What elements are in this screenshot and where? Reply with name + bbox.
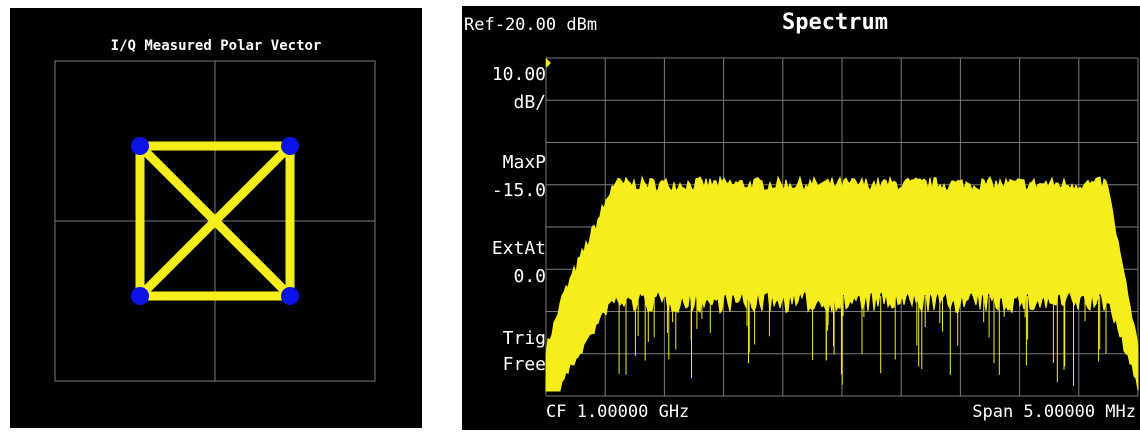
detector-label: MaxP — [502, 152, 546, 173]
detector-value: -15.0 — [491, 180, 546, 201]
scale-unit: dB/ — [513, 92, 546, 113]
spectrum-panel: Ref-20.00 dBm Spectrum 10.00 dB/ MaxP -1… — [462, 6, 1140, 430]
trig-value: Free — [502, 354, 546, 375]
polar-point-group — [131, 137, 299, 305]
constellation-point — [281, 137, 299, 155]
span-label: Span 5.00000 MHz — [972, 402, 1136, 422]
polar-trace-group — [135, 141, 295, 301]
spectrum-title: Spectrum — [782, 10, 888, 35]
ext-att-value: 0.0 — [513, 266, 546, 287]
constellation-point — [131, 137, 149, 155]
polar-vector-panel: I/Q Measured Polar Vector — [10, 8, 422, 428]
polar-title: I/Q Measured Polar Vector — [110, 38, 322, 54]
ref-level-label: Ref-20.00 dBm — [464, 15, 598, 35]
scale-value: 10.00 — [491, 64, 546, 85]
polar-trace-line — [135, 141, 295, 301]
polar-plot — [54, 60, 376, 382]
ext-att-label: ExtAt — [491, 238, 546, 259]
spectrum-trace-dips — [618, 296, 1107, 386]
constellation-point — [131, 287, 149, 305]
spectrum-trace — [545, 175, 1139, 392]
center-frequency-label: CF 1.00000 GHz — [546, 402, 690, 422]
constellation-point — [281, 287, 299, 305]
ref-level-marker-icon — [546, 58, 551, 68]
spectrum-plot — [545, 57, 1139, 397]
trig-label: Trig — [502, 328, 546, 349]
